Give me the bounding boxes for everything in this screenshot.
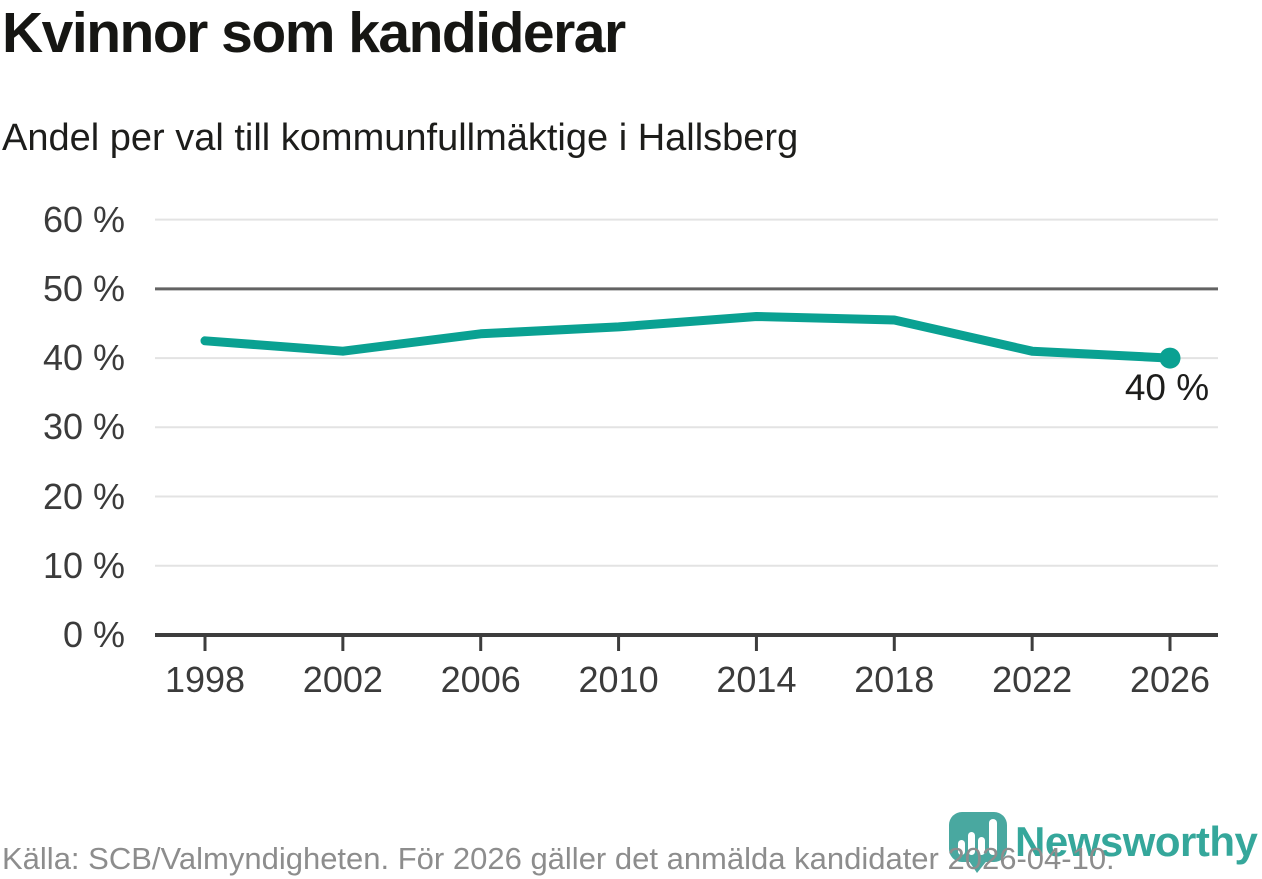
- end-point-dot: [1159, 347, 1181, 369]
- y-axis-label: 0 %: [62, 614, 125, 655]
- y-axis-label: 40 %: [42, 337, 125, 379]
- x-axis-label: 2022: [992, 659, 1073, 700]
- newsworthy-logo-icon: [949, 812, 1007, 873]
- page-title: Kvinnor som kandiderar: [2, 1, 626, 65]
- newsworthy-logo: Newsworthy: [948, 810, 1258, 874]
- y-axis-label: 30 %: [42, 406, 125, 448]
- x-axis-label: 1998: [164, 659, 246, 700]
- x-axis-label: 2014: [716, 659, 797, 700]
- y-axis-label: 20 %: [42, 475, 125, 517]
- x-axis-label: 2006: [440, 659, 521, 700]
- trend-line: [200, 312, 1175, 363]
- x-axis-label: 2002: [302, 659, 383, 700]
- y-axis-label: 60 %: [42, 198, 125, 240]
- x-axis-label: 2010: [578, 659, 659, 700]
- x-axis-label: 2018: [854, 659, 935, 700]
- y-axis-label: 50 %: [42, 267, 125, 309]
- chart-subtitle: Andel per val till kommunfullmäktige i H…: [2, 117, 799, 159]
- logo-bars: [958, 819, 997, 855]
- brand-name: Newsworthy: [1015, 818, 1258, 865]
- x-axis-label: 2026: [1129, 659, 1211, 700]
- source-note: Källa: SCB/Valmyndigheten. För 2026 gäll…: [2, 841, 1115, 876]
- y-axis-label: 10 %: [42, 544, 125, 586]
- end-value-label: 40 %: [1124, 367, 1210, 408]
